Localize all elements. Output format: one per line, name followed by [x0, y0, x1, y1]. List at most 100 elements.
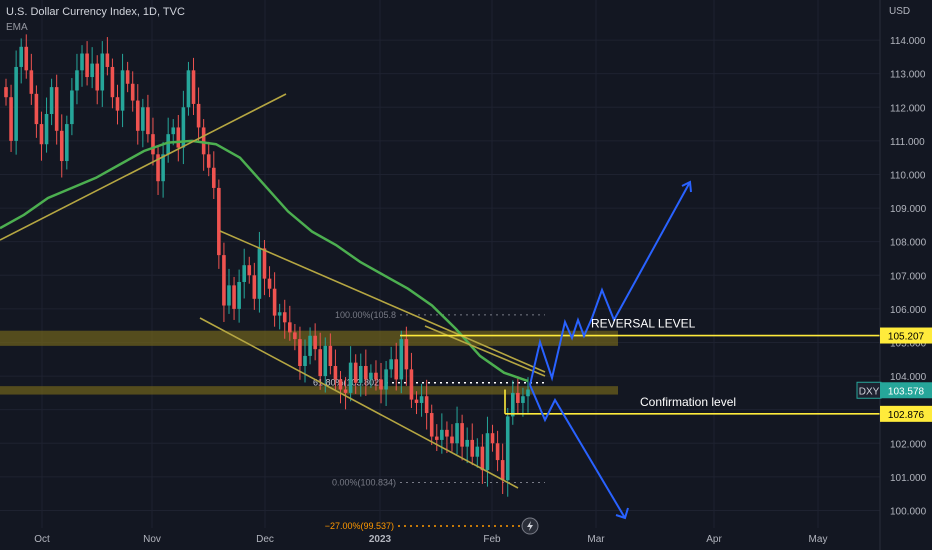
- candle-body: [120, 70, 125, 111]
- candle-body: [54, 87, 59, 131]
- y-tick-label: 109.000: [890, 204, 927, 215]
- y-tick-label: 108.000: [890, 238, 927, 249]
- x-tick-label: Feb: [483, 534, 501, 545]
- x-tick-label: May: [809, 534, 828, 545]
- candle-body: [85, 53, 89, 78]
- candle-body: [399, 339, 404, 380]
- candle-body: [90, 63, 94, 78]
- fib-level-label: 100.00%(105.8: [335, 310, 396, 320]
- candle-body: [409, 369, 414, 400]
- candle-body: [277, 312, 282, 316]
- candle-body: [80, 53, 84, 71]
- ema-line: [0, 139, 529, 383]
- axes: 100.000101.000102.000103.000104.000105.0…: [34, 0, 932, 550]
- x-tick-label: Oct: [34, 534, 50, 545]
- candle-body: [419, 396, 424, 403]
- candle-body: [343, 389, 348, 393]
- candle-body: [267, 278, 272, 289]
- candle-body: [353, 362, 358, 383]
- candle-body: [470, 439, 475, 457]
- indicator-label: EMA: [6, 22, 28, 33]
- price-label-bg: [880, 327, 932, 344]
- candle-body: [191, 70, 196, 104]
- candle-body: [206, 154, 211, 168]
- trendline: [199, 317, 519, 489]
- candle-body: [333, 366, 338, 380]
- candle-body: [115, 97, 120, 111]
- chart-title: U.S. Dollar Currency Index, 1D, TVC: [6, 6, 185, 18]
- candle-body: [293, 332, 297, 340]
- y-tick-label: 104.000: [890, 372, 927, 383]
- candle-body: [521, 396, 525, 403]
- candle-body: [516, 392, 520, 403]
- trendline: [424, 325, 546, 377]
- reversal-level-label: REVERSAL LEVEL: [591, 317, 696, 331]
- price-label-bg: [880, 382, 932, 399]
- candle-body: [201, 127, 206, 155]
- candle-body: [70, 90, 74, 125]
- candle-body: [328, 345, 333, 366]
- candle-body: [110, 66, 115, 98]
- candle-body: [358, 366, 363, 383]
- candle-body: [475, 446, 480, 457]
- annotations: REVERSAL LEVEL Confirmation level: [591, 317, 736, 409]
- y-tick-label: 105.000: [890, 338, 927, 349]
- candle-body: [434, 436, 439, 440]
- candle-body: [166, 134, 170, 155]
- candle-body: [455, 423, 459, 444]
- candle-body: [161, 154, 165, 182]
- candle-body: [171, 127, 176, 135]
- y-tick-label: 106.000: [890, 305, 927, 316]
- candle-body: [242, 265, 246, 282]
- grid: [0, 0, 880, 528]
- projection-paths: [529, 180, 692, 520]
- trendline: [0, 93, 287, 241]
- x-tick-label: Nov: [143, 534, 161, 545]
- candle-body: [389, 359, 393, 370]
- candle-body: [156, 154, 160, 182]
- candle-body: [490, 433, 495, 444]
- y-tick-label: 110.000: [890, 170, 926, 181]
- candle-body: [222, 255, 226, 306]
- candle-body: [146, 107, 150, 135]
- candle-body: [288, 322, 292, 333]
- candle-body: [404, 339, 409, 370]
- candle-body: [510, 392, 515, 417]
- candle-body: [141, 107, 145, 131]
- candle-body: [500, 460, 505, 481]
- candle-body: [445, 429, 449, 437]
- candle-body: [9, 97, 13, 141]
- candle-body: [65, 124, 69, 162]
- candle-body: [257, 248, 262, 299]
- candle-body: [24, 46, 29, 71]
- y-tick-label: 100.000: [890, 506, 927, 517]
- candle-body: [338, 379, 343, 390]
- candle-body: [424, 396, 429, 414]
- candle-body: [495, 443, 500, 461]
- candle-body: [465, 439, 469, 447]
- candle-body: [485, 433, 490, 471]
- candle-body: [526, 389, 530, 397]
- candle-body: [505, 416, 510, 481]
- candle-body: [480, 446, 485, 471]
- candle-body: [232, 285, 236, 309]
- candle-body: [130, 83, 135, 101]
- candle-body: [237, 282, 241, 309]
- candle-body: [186, 70, 191, 108]
- candle-body: [4, 87, 8, 98]
- candle-body: [313, 335, 317, 350]
- candle-body: [282, 312, 287, 323]
- confirmation-level-label: Confirmation level: [640, 395, 736, 409]
- candle-body: [95, 63, 100, 91]
- symbol-tag: DXY: [859, 386, 880, 397]
- trendline: [219, 230, 546, 373]
- candle-body: [75, 70, 79, 91]
- candle-body: [29, 70, 34, 94]
- candle-body: [429, 413, 434, 437]
- candle-body: [440, 429, 444, 440]
- fib-level-label: −27.00%(99.537): [325, 521, 394, 531]
- currency-label: USD: [889, 6, 911, 17]
- candle-body: [308, 335, 312, 356]
- candle-body: [227, 285, 231, 306]
